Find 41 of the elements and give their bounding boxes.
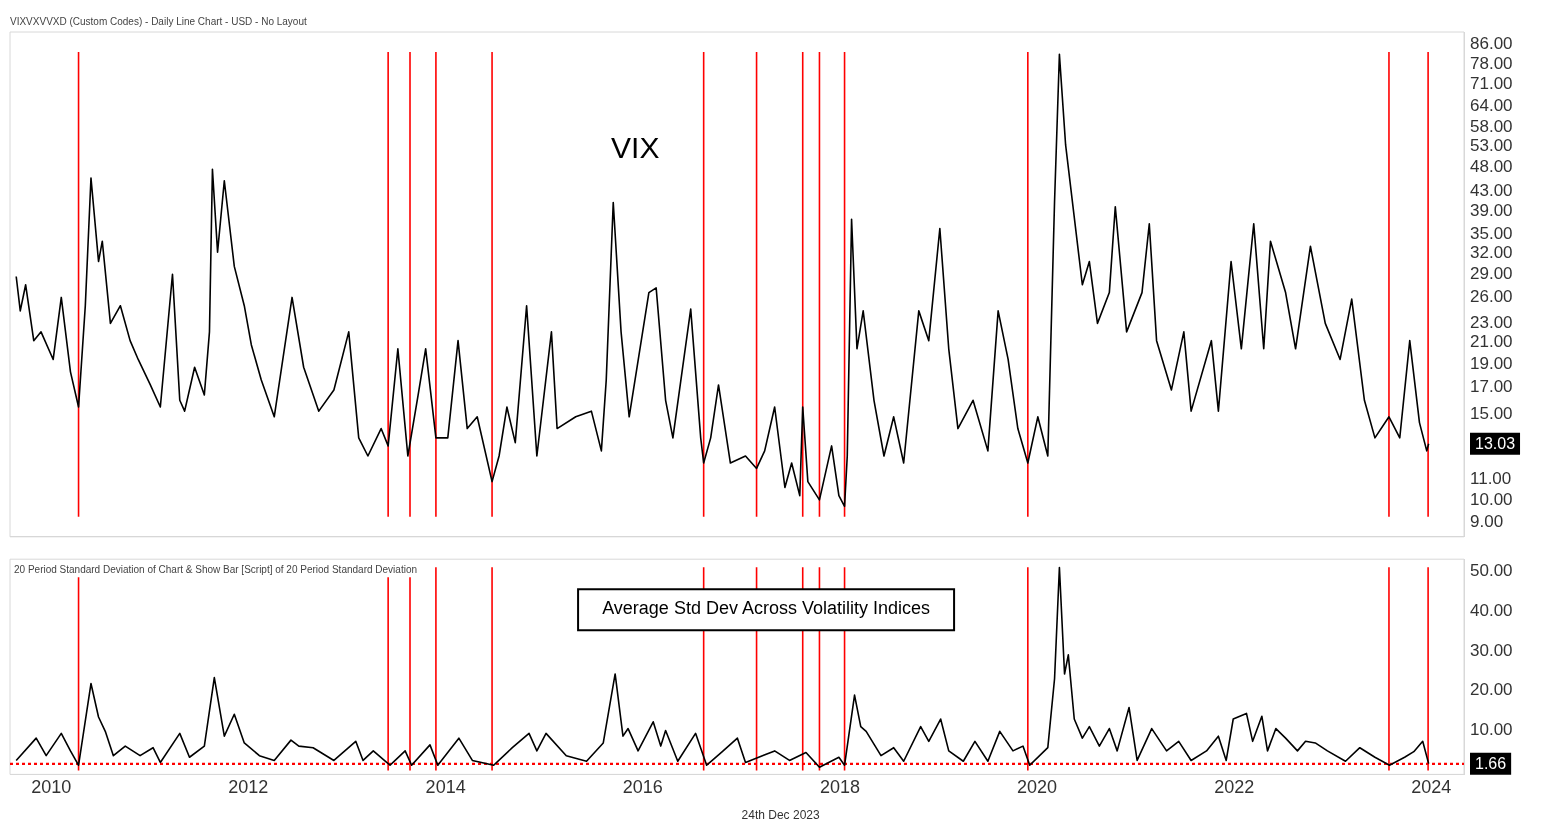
y-tick-label: 53.00 [1470,136,1513,156]
y-tick-label: 40.00 [1470,600,1513,620]
y-tick-label: 19.00 [1470,353,1513,373]
y-tick-label: 48.00 [1470,157,1513,177]
y-tick-label: 30.00 [1470,640,1513,660]
y-tick-label: 32.00 [1470,243,1513,263]
text: 24th Dec 2023 [741,808,820,823]
y-tick-label: 86.00 [1470,33,1513,53]
annotation: Average Std Dev Across Volatility Indices [602,598,930,619]
y-tick-label: 17.00 [1470,377,1513,397]
y-tick-label: 23.00 [1470,313,1513,333]
x-tick-label: 2012 [228,777,269,798]
text: 20 Period Standard Deviation of Chart & Show Bar [Script] of 20 Period Standard Deviation [14,563,418,575]
y-tick-label: 71.00 [1470,74,1513,94]
x-tick-label: 2020 [1016,777,1058,798]
y-tick-label: 39.00 [1470,201,1513,221]
y-tick-label: 50.00 [1470,560,1513,580]
ref-line-label: 1.66 [1475,755,1507,773]
x-tick-label: 2010 [31,777,72,798]
y-tick-label: 29.00 [1470,263,1513,283]
y-tick-label: 26.00 [1470,287,1513,307]
y-tick-label: 9.00 [1470,511,1504,531]
x-tick-label: 2016 [622,777,663,798]
y-tick-label: 11.00 [1470,469,1512,489]
y-tick-label: 64.00 [1470,96,1513,116]
y-tick-label: 78.00 [1470,54,1513,74]
y-tick-label: 10.00 [1470,489,1513,509]
x-tick-label: 2022 [1214,777,1255,798]
y-tick-label: 15.00 [1470,403,1513,423]
x-tick-label: 2018 [819,777,860,798]
x-tick-label: 2014 [425,777,466,798]
y-tick-label: 43.00 [1470,180,1513,200]
y-tick-label: 35.00 [1470,224,1513,244]
y-tick-label: 20.00 [1470,680,1513,700]
annotation: VIX [611,131,660,165]
y-tick-label: 10.00 [1470,720,1513,740]
y-tick-label: 58.00 [1470,117,1513,137]
annotation: 13.03 [1475,435,1516,453]
x-tick-label: 2024 [1411,777,1452,798]
y-tick-label: 21.00 [1470,332,1513,352]
chart-title: VIXVXVVXD (Custom Codes) - Daily Line Chart - USD - No Layout [10,15,307,27]
